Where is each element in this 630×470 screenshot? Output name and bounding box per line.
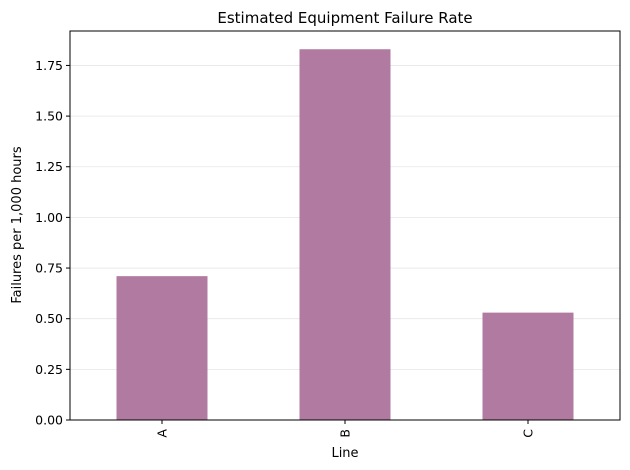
y-axis-label: Failures per 1,000 hours — [10, 146, 25, 304]
x-tick-label: A — [155, 429, 170, 438]
y-tick-label: 1.25 — [35, 159, 63, 174]
x-tick-label: C — [521, 429, 536, 438]
y-tick-label: 0.75 — [35, 261, 63, 276]
y-tick-label: 1.75 — [35, 58, 63, 73]
y-tick-label: 0.25 — [35, 362, 63, 377]
x-tick-label: B — [338, 429, 353, 438]
y-axis-ticks: 0.00 0.25 0.50 0.75 1.00 1.25 1.50 1.75 — [35, 58, 70, 428]
y-tick-label: 0.00 — [35, 413, 63, 428]
y-tick-label: 0.50 — [35, 311, 63, 326]
bar-b — [299, 49, 391, 420]
x-axis-label: Line — [331, 446, 358, 461]
bar-c — [482, 312, 574, 420]
bars — [116, 49, 574, 420]
y-tick-label: 1.50 — [35, 109, 63, 124]
bar-a — [116, 276, 208, 420]
y-tick-label: 1.00 — [35, 210, 63, 225]
x-axis-ticks: A B C — [155, 420, 536, 438]
chart-title: Estimated Equipment Failure Rate — [217, 9, 472, 27]
